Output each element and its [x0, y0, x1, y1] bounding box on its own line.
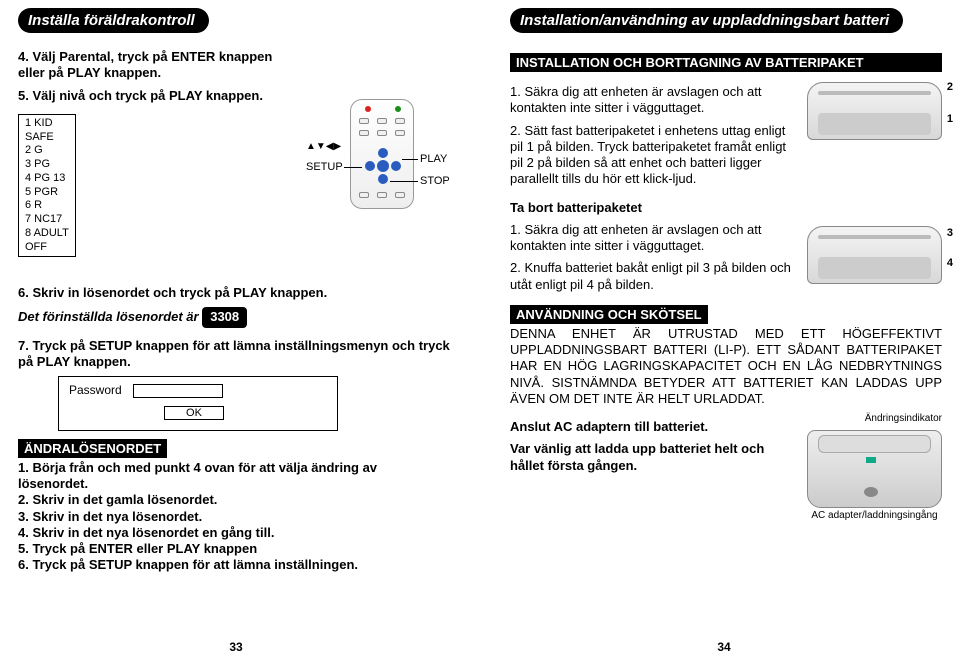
default-password: 3308 — [202, 307, 247, 327]
change-pw-title: ÄNDRALÖSENORDET — [18, 439, 167, 458]
step-5: 5. Välj nivå och tryck på PLAY knappen. — [18, 88, 268, 104]
levels-box: 1 KID SAFE 2 G 3 PG 4 PG 13 5 PGR 6 R 7 … — [18, 114, 76, 258]
level-row: 5 PGR — [25, 186, 69, 200]
step-4: 4. Välj Parental, tryck på ENTER knappen… — [18, 49, 278, 82]
change-step: 4. Skriv in det nya lösenordet en gång t… — [18, 525, 450, 541]
adapter-line-2: Var vänlig att ladda upp batteriet helt … — [510, 441, 799, 474]
level-row: 4 PG 13 — [25, 172, 69, 186]
charger-figure — [807, 430, 942, 508]
remove-step-1: 1. Säkra dig att enheten är avslagen och… — [510, 222, 799, 255]
adapter-line-1: Anslut AC adaptern till batteriet. — [510, 419, 799, 435]
port-label: AC adapter/laddningsingång — [807, 510, 942, 521]
level-row: SAFE — [25, 131, 69, 145]
device-figure-2: 3 4 — [807, 226, 942, 284]
play-label: PLAY — [420, 153, 447, 165]
step-6b-prefix: Det förinställda lösenordet är — [18, 309, 199, 324]
setup-label: SETUP — [306, 161, 343, 173]
remove-title: Ta bort batteripaketet — [510, 200, 942, 216]
level-row: 8 ADULT — [25, 227, 69, 241]
page-number-left: 33 — [229, 640, 242, 654]
device-figure-1: 2 1 — [807, 82, 942, 140]
fig1-num1: 1 — [947, 113, 953, 125]
step-7: 7. Tryck på SETUP knappen för att lämna … — [18, 338, 450, 371]
arrows-label: ▲▼◀▶ — [306, 141, 341, 152]
change-step: 2. Skriv in det gamla lösenordet. — [18, 492, 450, 508]
change-step: 6. Tryck på SETUP knappen för att lämna … — [18, 557, 450, 573]
level-row: 1 KID — [25, 117, 69, 131]
usage-text: DENNA ENHET ÄR UTRUSTAD MED ETT HÖGEFFEK… — [510, 326, 942, 407]
change-step: 3. Skriv in det nya lösenordet. — [18, 509, 450, 525]
fig1-num2: 2 — [947, 81, 953, 93]
indicator-label: Ändringsindikator — [807, 413, 942, 424]
dpad-icon — [365, 148, 401, 184]
install-step-2-a: 2. Sätt fast batteripaketet i enhetens u… — [510, 123, 799, 188]
change-step: 5. Tryck på ENTER eller PLAY knappen — [18, 541, 450, 557]
fig2-num4: 4 — [947, 257, 953, 269]
stop-label: STOP — [420, 175, 450, 187]
level-row: 3 PG — [25, 158, 69, 172]
subhead-install: INSTALLATION OCH BORTTAGNING AV BATTERIP… — [510, 53, 942, 72]
remote-illustration: ▲▼◀▶ SETUP PLAY STOP — [310, 99, 450, 314]
password-box: Password OK — [58, 376, 338, 431]
ok-button: OK — [164, 406, 224, 420]
level-row: 7 NC17 — [25, 213, 69, 227]
change-step: 1. Börja från och med punkt 4 ovan för a… — [18, 460, 450, 493]
page-number-right: 34 — [717, 640, 730, 654]
fig2-num3: 3 — [947, 227, 953, 239]
password-label: Password — [69, 383, 122, 397]
level-row: 6 R — [25, 199, 69, 213]
left-title-banner: Inställa föräldrakontroll — [18, 8, 209, 33]
install-step-1: 1. Säkra dig att enheten är avslagen och… — [510, 84, 799, 117]
level-row: 2 G — [25, 144, 69, 158]
level-row: OFF — [25, 241, 69, 255]
right-title-banner: Installation/användning av uppladdningsb… — [510, 8, 903, 33]
subhead-usage: ANVÄNDNING OCH SKÖTSEL — [510, 305, 708, 324]
password-field — [133, 384, 223, 398]
remove-step-2: 2. Knuffa batteriet bakåt enligt pil 3 p… — [510, 260, 799, 293]
